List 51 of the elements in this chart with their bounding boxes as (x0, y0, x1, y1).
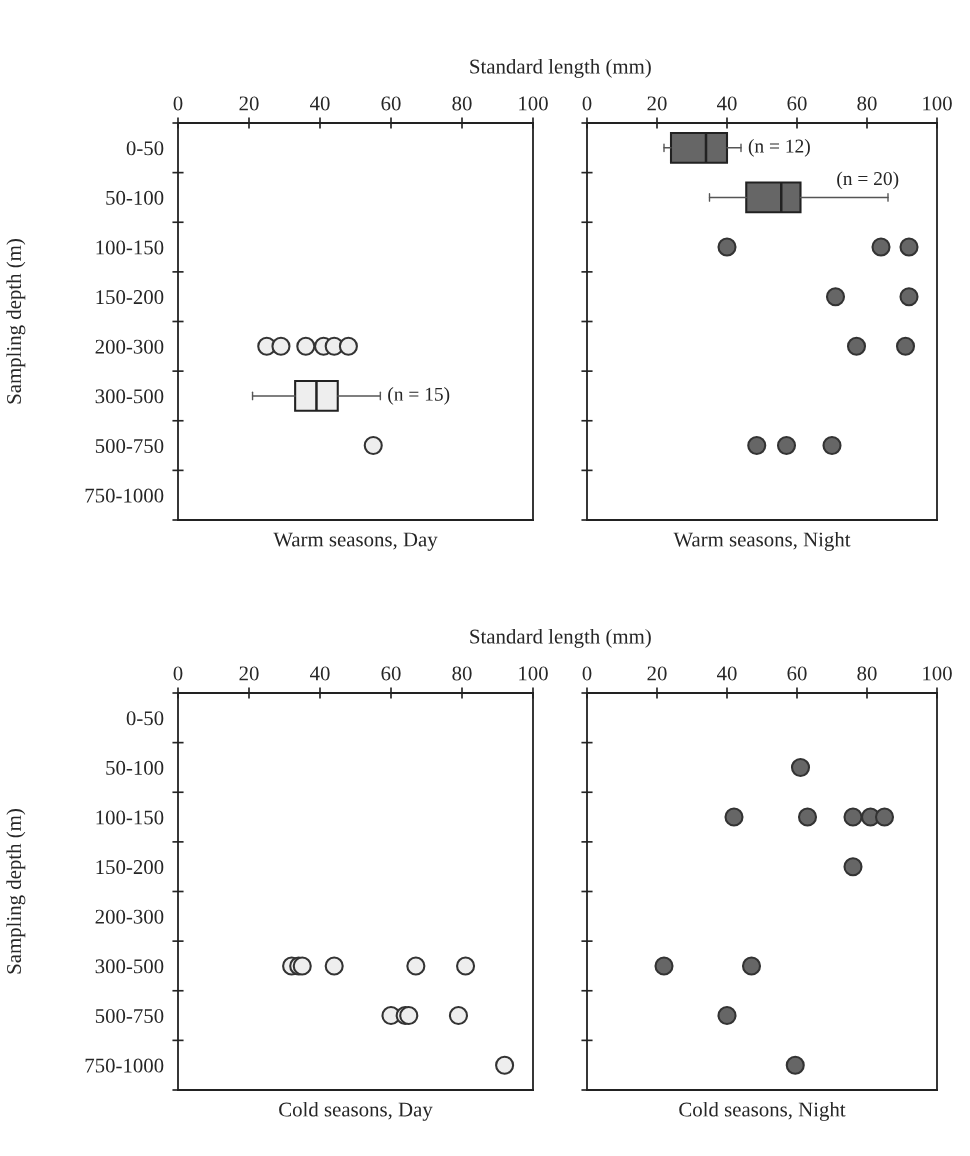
text: Warm seasons, Night (673, 531, 851, 551)
y-tick-label: 750-1000 (85, 488, 164, 503)
x-tick-label: 20 (647, 96, 667, 111)
x-tick-label: 0 (173, 96, 183, 111)
y-tick-label: 750-1000 (85, 1058, 164, 1073)
x-tick-label: 40 (309, 666, 330, 681)
x-tick-label: 100 (519, 96, 548, 111)
x-tick-label: 60 (381, 666, 401, 681)
x-tick-label: 80 (452, 666, 472, 681)
y-tick-label: 0-50 (126, 141, 164, 156)
y-tick-label: 200-300 (95, 909, 164, 924)
y-tick-label: 200-300 (95, 339, 164, 354)
x-tick-label: 100 (519, 666, 548, 681)
x-tick-label: 0 (173, 666, 183, 681)
x-tick-label: 20 (647, 666, 667, 681)
x-tick-label: 40 (716, 666, 737, 681)
x-tick-label: 80 (452, 96, 472, 111)
x-tick-label: 0 (582, 666, 592, 681)
x-tick-label: 60 (381, 96, 401, 111)
y-axis-title: Sampling depth (m) (6, 239, 26, 404)
y-tick-label: 300-500 (95, 389, 164, 404)
y-tick-label: 300-500 (95, 959, 164, 974)
y-tick-label: 50-100 (106, 190, 164, 205)
x-tick-label: 100 (923, 666, 952, 681)
x-axis-title: Standard length (mm) (470, 58, 651, 78)
y-tick-label: 500-750 (95, 1008, 164, 1023)
y-tick-label: 100-150 (96, 810, 164, 825)
y-tick-label: 100-150 (96, 240, 164, 255)
x-axis-title: Standard length (mm) (470, 628, 651, 648)
x-tick-label: 0 (582, 96, 592, 111)
annotation: (n = 15) (388, 387, 450, 405)
x-tick-label: 40 (716, 96, 737, 111)
x-tick-label: 40 (309, 96, 330, 111)
y-tick-label: 50-100 (106, 760, 164, 775)
x-tick-label: 60 (787, 666, 807, 681)
x-tick-label: 100 (923, 96, 952, 111)
y-axis-title: Sampling depth (m) (6, 809, 26, 974)
annotation: (n = 20) (837, 171, 899, 190)
annotation: (n = 12) (748, 139, 810, 157)
y-tick-label: 150-200 (96, 860, 164, 875)
x-tick-label: 60 (787, 96, 807, 111)
x-tick-label: 80 (857, 96, 877, 111)
text: Warm seasons, Day (273, 532, 438, 551)
x-tick-label: 20 (239, 666, 259, 681)
y-tick-label: 150-200 (96, 290, 164, 305)
y-tick-label: 0-50 (126, 711, 164, 726)
y-tick-label: 500-750 (95, 438, 164, 453)
x-tick-label: 20 (239, 96, 259, 111)
text: Cold seasons, Day (279, 1101, 433, 1121)
x-tick-label: 80 (857, 666, 877, 681)
text: Cold seasons, Night (679, 1101, 846, 1121)
